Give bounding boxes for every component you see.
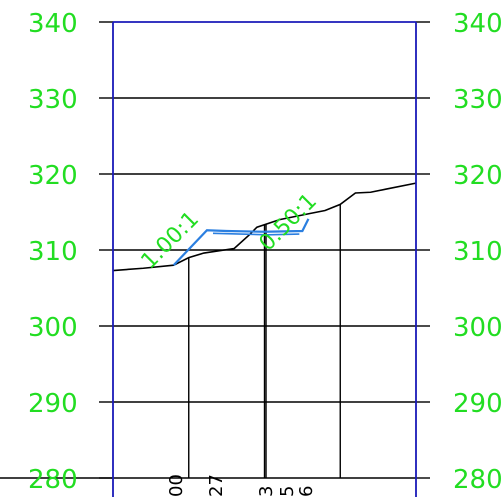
elevation-label-left-340: 340 xyxy=(28,9,78,39)
station-labels: 00 27 3 5 6 xyxy=(166,474,317,497)
station-label-5: 6 xyxy=(296,486,317,497)
station-label-1: 00 xyxy=(166,474,187,497)
elevation-label-left-330: 330 xyxy=(28,85,78,115)
design-section-outline xyxy=(172,218,310,266)
elevation-label-right-330: 330 xyxy=(453,85,503,115)
elevation-labels-left: 340 330 320 310 300 290 280 xyxy=(28,9,78,495)
elevation-label-left-280: 280 xyxy=(28,465,78,495)
elevation-label-left-320: 320 xyxy=(28,161,78,191)
elevation-label-right-280: 280 xyxy=(453,465,503,495)
elevation-label-left-300: 300 xyxy=(28,313,78,343)
elevation-label-right-310: 310 xyxy=(453,237,503,267)
ground-profile-line xyxy=(112,182,417,272)
design-section-inner xyxy=(212,232,300,236)
frame-layer xyxy=(112,21,417,497)
elevation-label-left-290: 290 xyxy=(28,389,78,419)
station-label-3: 3 xyxy=(256,486,277,497)
grid-layer xyxy=(0,21,430,479)
elevation-label-right-290: 290 xyxy=(453,389,503,419)
station-label-2: 27 xyxy=(206,474,227,497)
elevation-label-right-340: 340 xyxy=(453,9,503,39)
elevation-label-right-320: 320 xyxy=(453,161,503,191)
elevation-label-right-300: 300 xyxy=(453,313,503,343)
elevation-labels-right: 340 330 320 310 300 290 280 xyxy=(453,9,503,495)
station-label-4: 5 xyxy=(277,486,298,497)
elevation-label-left-310: 310 xyxy=(28,237,78,267)
profile-layer xyxy=(112,182,417,272)
